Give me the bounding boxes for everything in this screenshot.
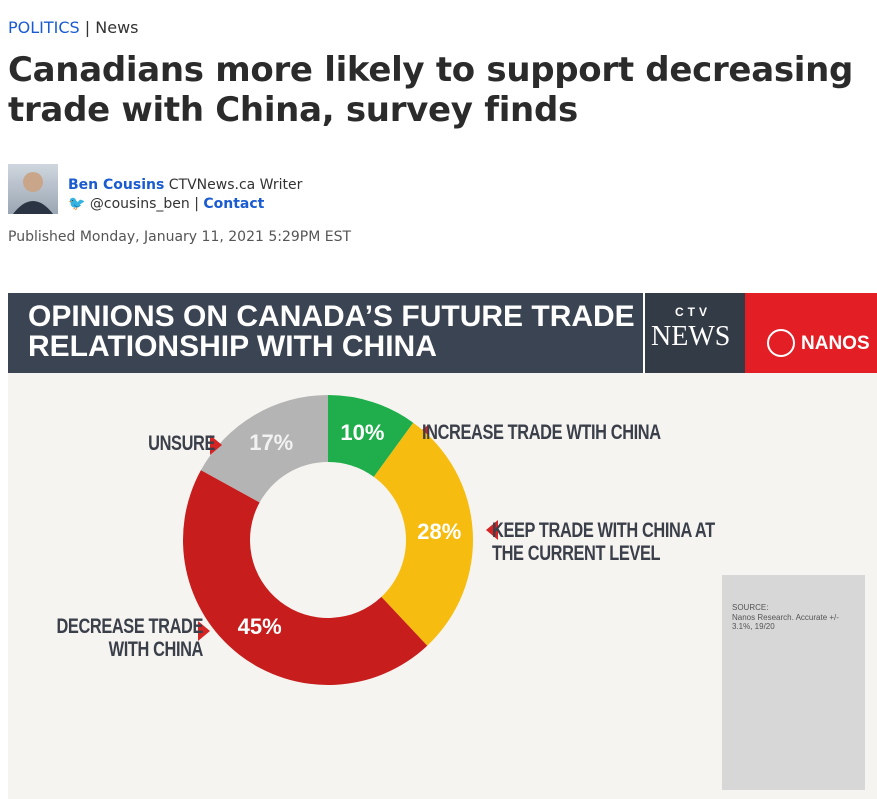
donut-slice [200,395,328,503]
category-label: INCREASE TRADE WTIH CHINA [422,421,661,444]
category-label: UNSURE [148,432,215,455]
source-text: Nanos Research. Accurate +/- 3.1%, 19/20 [732,613,839,631]
section[interactable]: POLITICS [8,18,80,37]
chart-header: OPINIONS ON CANADA’S FUTURE TRADE RELATI… [8,293,643,373]
nanos-icon [767,329,795,357]
twitter[interactable]: @cousins_ben [89,196,190,212]
published: Published Monday, January 11, 2021 5:29P… [8,229,352,245]
value-label: 10% [340,420,384,445]
photo-art [13,172,53,214]
author-role: CTVNews.ca Writer [168,177,303,193]
donut-chart: 10% 28% 45% 17% [182,395,498,685]
category-label: KEEP TRADE WITH CHINA AT THE CURRENT LEV… [492,519,715,565]
author-line: Ben Cousins CTVNews.ca Writer [68,177,302,193]
contact-link[interactable]: Contact [203,196,265,212]
source-box: SOURCE: Nanos Research. Accurate +/- 3.1… [722,575,865,790]
donut-slice [182,470,428,685]
headline: Canadians more likely to support decreas… [8,50,854,130]
ctv-logo: CTV NEWS [643,293,747,373]
value-label: 17% [249,430,293,455]
author-social: 🐦 @cousins_ben | Contact [68,196,265,212]
pointer-arrow [210,435,222,455]
chart-title: OPINIONS ON CANADA’S FUTURE TRADE RELATI… [28,300,635,363]
chart-image: OPINIONS ON CANADA’S FUTURE TRADE RELATI… [8,293,877,799]
donut-slice [373,422,474,646]
nanos-text: NANOS [801,333,870,354]
twitter-icon: 🐦 [68,196,86,212]
donut-slice [328,395,414,477]
subsection[interactable]: News [95,18,139,37]
pointer-arrow [198,621,210,641]
value-label: 28% [417,519,461,544]
category-label: DECREASE TRADE WITH CHINA [56,615,203,661]
ctv-text: CTV [675,305,711,319]
source-label: SOURCE: [732,603,769,612]
author-photo [8,164,58,214]
news-text: NEWS [651,321,731,352]
value-label: 45% [238,614,282,639]
pointer-arrow [486,520,498,540]
author-name[interactable]: Ben Cousins [68,177,165,193]
section-line: POLITICS | News [8,18,139,37]
nanos-logo: NANOS [745,293,877,373]
